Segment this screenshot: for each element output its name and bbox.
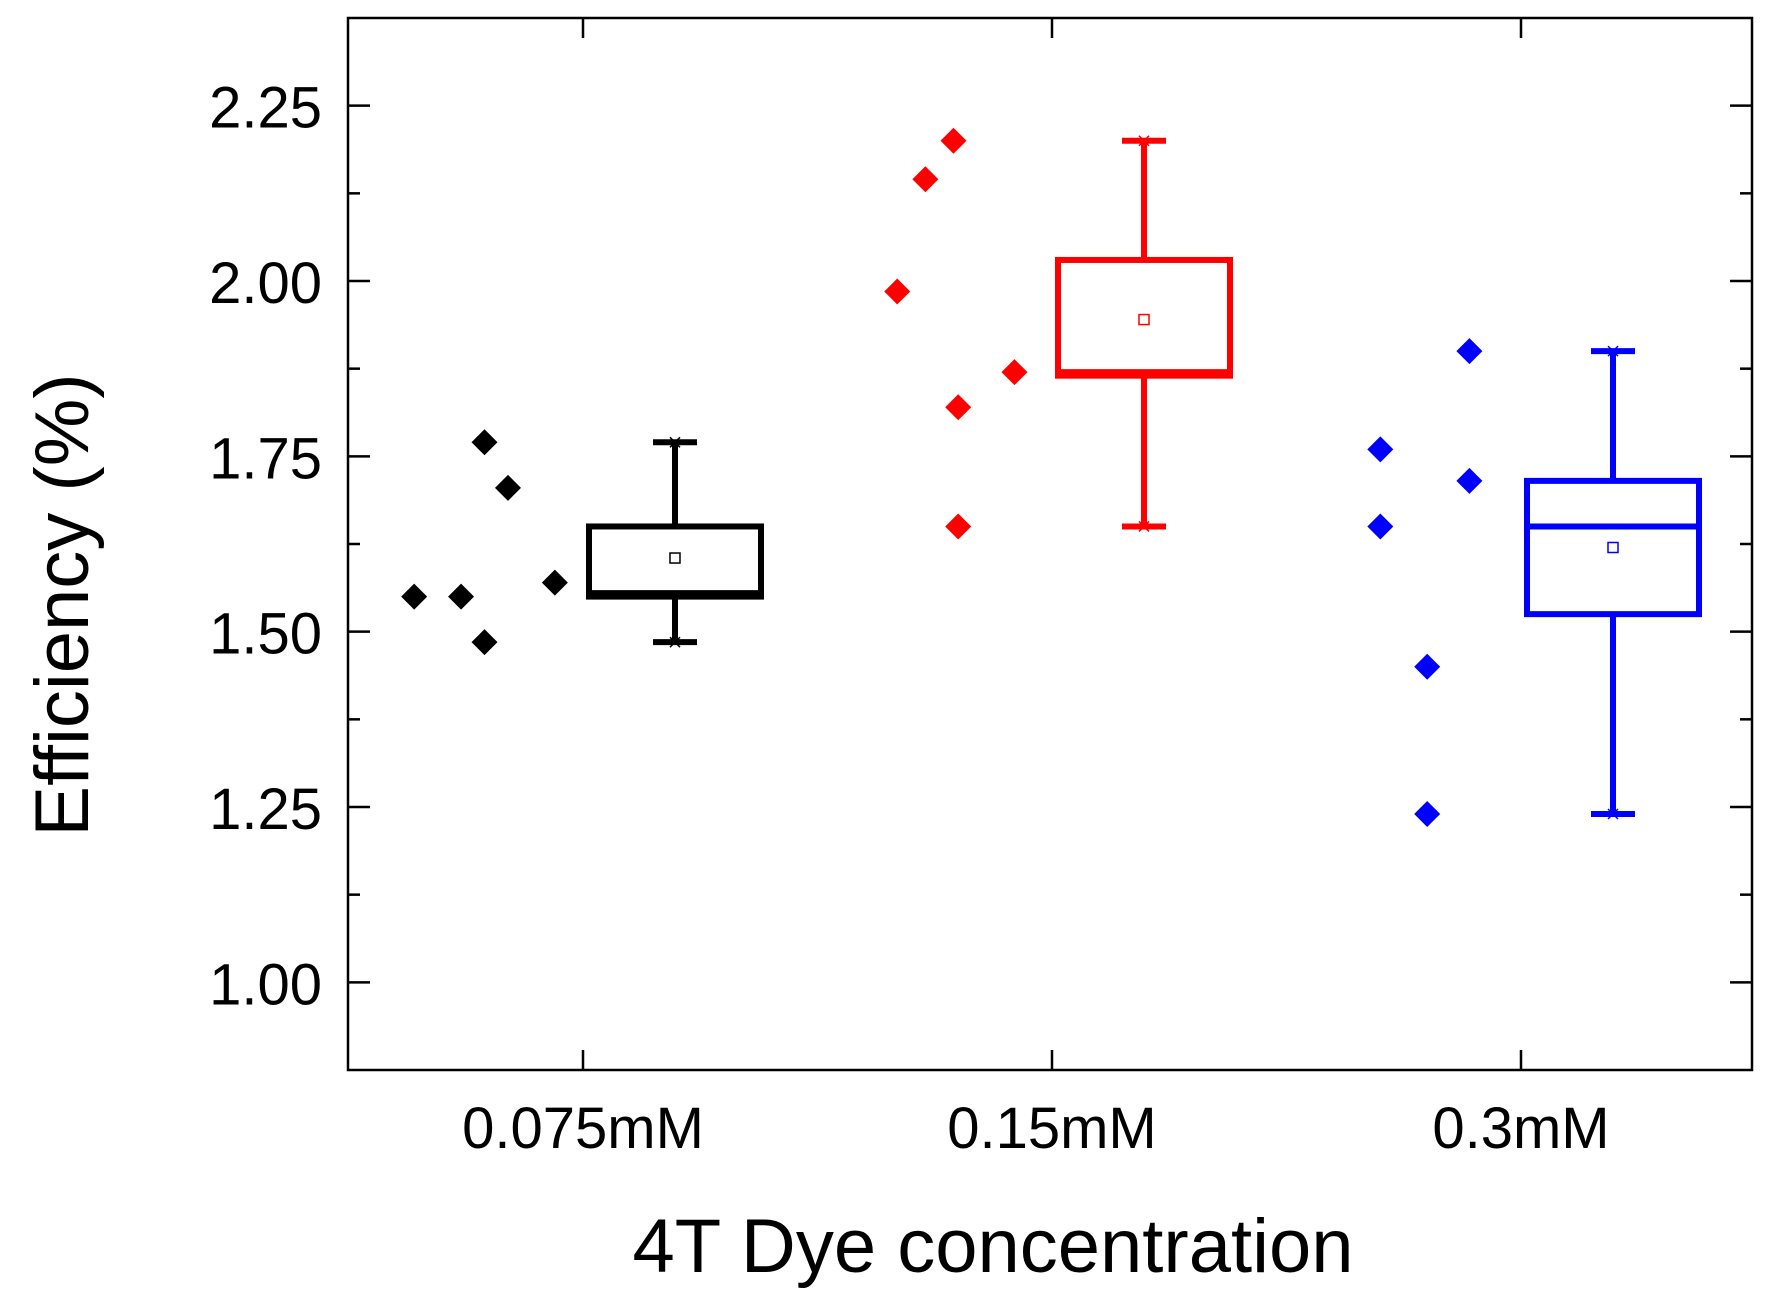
y-tick-label: 1.50 — [209, 602, 322, 667]
mean-marker — [669, 552, 681, 564]
data-point — [471, 429, 498, 456]
data-point — [1367, 436, 1394, 463]
data-point — [940, 127, 967, 154]
whisker-end-marker — [669, 636, 681, 648]
whisker-end-marker — [1138, 520, 1150, 532]
y-tick-label: 2.00 — [209, 251, 322, 316]
data-point — [945, 394, 972, 421]
mean-marker — [1138, 313, 1150, 326]
data-point — [912, 166, 939, 193]
data-point — [541, 569, 568, 596]
whisker-end-marker — [1607, 808, 1619, 820]
whisker-end-marker — [1607, 345, 1619, 357]
data-point — [1456, 467, 1483, 494]
x-tick-label: 0.3mM — [1432, 1096, 1609, 1161]
whisker-end-marker — [669, 436, 681, 448]
data-point — [1456, 338, 1483, 365]
whisker-end-marker — [1138, 135, 1150, 147]
x-axis-title: 4T Dye concentration — [633, 1204, 1354, 1289]
data-point — [945, 513, 972, 540]
y-tick-label: 1.25 — [209, 777, 322, 842]
y-tick-label: 2.25 — [209, 76, 322, 141]
y-axis-title: Efficiency (%) — [20, 373, 105, 836]
data-point — [448, 583, 475, 610]
data-point — [1367, 513, 1394, 540]
data-point — [471, 629, 498, 656]
data-point — [494, 474, 521, 501]
data-point — [884, 278, 911, 305]
data-point — [1001, 359, 1028, 386]
data-point — [401, 583, 428, 610]
mean-marker — [1607, 541, 1619, 554]
y-tick-label: 1.00 — [209, 952, 322, 1017]
data-point — [1414, 653, 1441, 680]
x-tick-label: 0.075mM — [462, 1096, 704, 1161]
plot-area: 1.00 1.25 1.50 1.75 2.00 2.25 0.075mM 0.15mM 0.3… — [209, 16, 1754, 1161]
y-tick-label: 1.75 — [209, 426, 322, 491]
x-tick-label: 0.15mM — [947, 1096, 1157, 1161]
data-point — [1414, 801, 1441, 828]
